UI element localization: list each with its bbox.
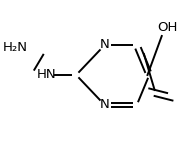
Text: H₂N: H₂N bbox=[3, 42, 28, 54]
Text: N: N bbox=[100, 39, 110, 51]
Text: N: N bbox=[100, 99, 110, 111]
Text: HN: HN bbox=[37, 69, 57, 81]
Text: OH: OH bbox=[157, 21, 177, 33]
